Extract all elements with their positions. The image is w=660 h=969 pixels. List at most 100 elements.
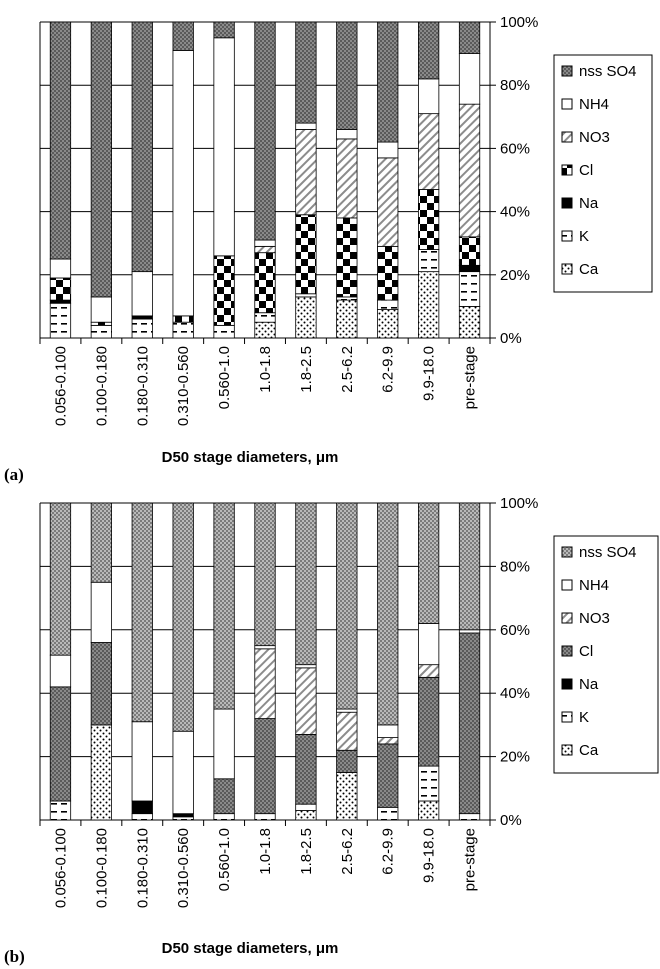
bar-segment-no3 — [377, 157, 399, 247]
x-tick-label: pre-stage — [462, 828, 479, 891]
bar-segment-k — [418, 765, 440, 802]
y-tick-label: 80% — [500, 77, 530, 94]
x-tick-label: 0.100-0.180 — [93, 828, 110, 908]
bar-segment-k — [131, 813, 153, 821]
bar-segment-nh4 — [418, 623, 440, 666]
bar-segment-cl — [254, 252, 276, 314]
y-tick-label: 100% — [500, 14, 538, 31]
bar-segment-nss-so4 — [377, 21, 399, 143]
x-tick-label: 0.310-0.560 — [175, 828, 192, 908]
legend-label-nss-so4: nss SO4 — [579, 544, 637, 561]
x-tick-label: 0.310-0.560 — [175, 346, 192, 426]
x-tick-label: 6.2-9.9 — [380, 828, 397, 875]
bar-segment-no3 — [295, 667, 317, 735]
legend-swatch-nh4 — [561, 98, 573, 110]
bar-segment-cl — [254, 718, 276, 815]
bar-segment-nss-so4 — [90, 21, 112, 298]
bar-segment-ca — [90, 724, 112, 821]
bar-segment-nss-so4 — [295, 21, 317, 124]
bar-segment-na — [172, 813, 194, 818]
bar-segment-k — [213, 324, 235, 339]
bar-segment-nss-so4 — [213, 21, 235, 39]
legend-swatch-cl — [561, 164, 573, 176]
legend-label-k: K — [579, 709, 589, 726]
legend-swatch-ca — [561, 263, 573, 275]
bar-segment-cl — [336, 217, 358, 298]
legend-swatch-k — [561, 230, 573, 242]
legend-swatch-k — [561, 711, 573, 723]
legend-label-ca: Ca — [579, 742, 599, 759]
bar-segment-k — [336, 296, 358, 301]
bar-segment-k — [172, 321, 194, 339]
bar-segment-nss-so4 — [213, 502, 235, 710]
legend-swatch-nss-so4 — [561, 546, 573, 558]
bar-segment-na — [131, 315, 153, 320]
bar-segment-k — [49, 302, 72, 339]
chart-panel-b: 0% 20% 40% 60% 80% 100% 0.056-0.100 0.100-0.180… — [4, 495, 659, 966]
bar-segment-nss-so4 — [377, 502, 399, 726]
legend-label-no3: NO3 — [579, 610, 610, 627]
bar-segment-ca — [336, 299, 358, 339]
bar-segment-nh4 — [295, 122, 317, 130]
panel-label: (a) — [4, 465, 24, 484]
bar-segment-na — [49, 299, 72, 304]
bar-segment-nss-so4 — [254, 21, 276, 241]
y-tick-label: 60% — [500, 140, 530, 157]
bar-segment-nh4 — [213, 708, 235, 780]
panel-label: (b) — [4, 947, 25, 966]
legend-swatch-na — [561, 678, 573, 690]
x-tick-label: 0.056-0.100 — [52, 346, 69, 426]
bar-segment-ca — [295, 810, 317, 821]
y-tick-label: 40% — [500, 685, 530, 702]
y-tick-label: 60% — [500, 622, 530, 639]
bar-segment-nss-so4 — [295, 502, 317, 666]
x-tick-label: 9.9-18.0 — [421, 346, 438, 401]
legend-swatch-no3 — [561, 131, 573, 143]
bar-segment-nh4 — [336, 129, 358, 140]
bar-segment-no3 — [418, 113, 440, 190]
bar-segment-nh4 — [172, 730, 194, 815]
bar-segment-k — [131, 318, 153, 339]
bar-segment-cl — [458, 236, 481, 266]
bar-segment-nss-so4 — [458, 21, 481, 55]
bar-segment-ca — [377, 309, 399, 339]
bar-segment-nh4 — [49, 654, 72, 688]
legend-label-cl: Cl — [579, 162, 593, 179]
x-tick-label: 1.8-2.5 — [298, 346, 315, 393]
legend-label-ca: Ca — [579, 261, 599, 278]
bar-segment-nss-so4 — [418, 502, 440, 624]
x-tick-label: 1.8-2.5 — [298, 828, 315, 875]
bar-segment-nss-so4 — [172, 21, 194, 51]
legend-swatch-na — [561, 197, 573, 209]
x-tick-label: pre-stage — [462, 346, 479, 409]
bar-segment-nh4 — [458, 53, 481, 105]
bar-segment-k — [295, 803, 317, 811]
bar-segment-cl — [295, 214, 317, 295]
x-tick-label: 0.560-1.0 — [216, 828, 233, 891]
bar-segment-nss-so4 — [172, 502, 194, 732]
x-tick-label: 0.100-0.180 — [93, 346, 110, 426]
x-tick-label: 0.180-0.310 — [134, 346, 151, 426]
y-tick-label: 80% — [500, 558, 530, 575]
bar-segment-nh4 — [90, 581, 112, 643]
bar-segment-ca — [336, 772, 358, 821]
bar-segment-k — [418, 249, 440, 273]
bar-segment-cl — [418, 676, 440, 767]
bar-segment-k — [377, 299, 399, 310]
y-tick-label: 100% — [500, 495, 538, 512]
bar-segment-no3 — [458, 103, 481, 238]
bar-segment-k — [458, 271, 481, 307]
legend: nss SO4 NH4 NO3 Cl Na K Ca — [553, 535, 659, 774]
bar-segment-cl — [418, 189, 440, 250]
x-tick-label: 2.5-6.2 — [339, 346, 356, 393]
bar-segment-no3 — [254, 648, 276, 719]
legend-label-na: Na — [579, 676, 599, 693]
y-tick-label: 0% — [500, 330, 522, 347]
bar-segment-cl — [213, 255, 235, 326]
x-axis-title: D50 stage diameters, μm — [162, 449, 339, 466]
legend-label-nss-so4: nss SO4 — [579, 63, 637, 80]
bar-segment-nh4 — [377, 141, 399, 159]
bar-segment-nh4 — [295, 664, 317, 669]
bar-segment-k — [295, 293, 317, 298]
y-tick-label: 20% — [500, 267, 530, 284]
